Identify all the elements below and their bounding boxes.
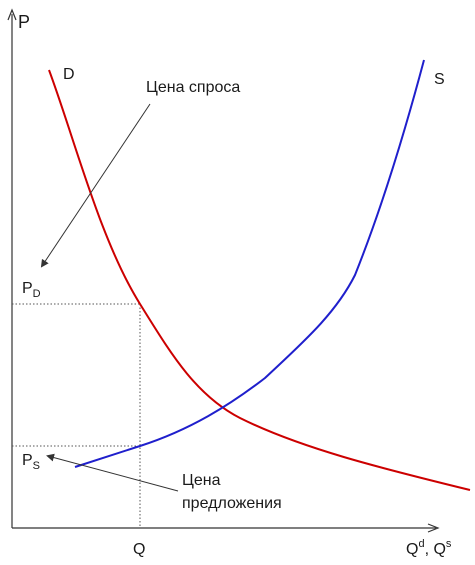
supply-curve — [74, 59, 425, 468]
y-axis-arrow-icon — [7, 8, 17, 21]
supply-price-annotation-line1: Цена — [182, 472, 221, 489]
ps-label-sub: S — [33, 460, 40, 472]
x-axis-label-main: Q — [406, 541, 418, 558]
pd-label-main: P — [22, 280, 33, 297]
demand-price-arrow — [40, 103, 151, 268]
demand-price-annotation: Цена спроса — [146, 79, 240, 96]
y-axis-label: P — [18, 12, 30, 32]
supply-price-annotation-line2: предложения — [182, 495, 282, 512]
x-axis-label-sup-d: d — [418, 538, 424, 550]
x-axis-arrow-icon — [427, 523, 440, 533]
ps-label-main: P — [22, 452, 33, 469]
pd-label: PD — [22, 280, 41, 300]
pd-label-sub: D — [33, 288, 41, 300]
demand-curve-label: D — [63, 66, 75, 83]
q-label: Q — [133, 541, 145, 558]
supply-curve-label: S — [434, 71, 445, 88]
x-axis-label: Qd, Qs — [406, 538, 452, 558]
x-axis-label-sep: , Q — [425, 541, 446, 558]
demand-curve — [48, 69, 471, 491]
x-axis-label-sup-s: s — [446, 538, 452, 550]
supply-price-arrow — [46, 453, 179, 492]
ps-label: PS — [22, 452, 40, 472]
